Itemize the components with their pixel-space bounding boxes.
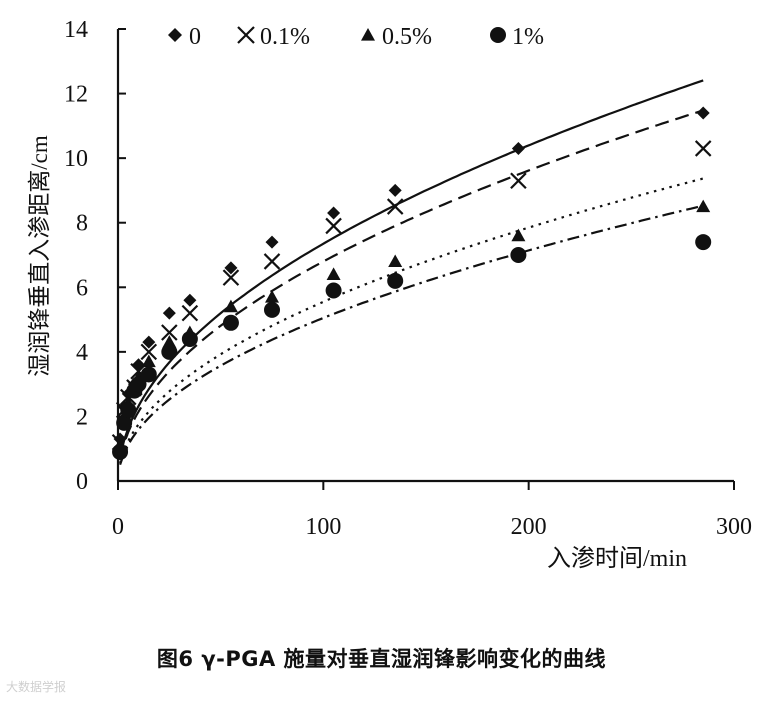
data-point-s3: [510, 247, 527, 263]
x-axis-label: 入渗时间/min: [547, 545, 687, 572]
data-point-s1: [325, 217, 342, 235]
data-point-s3: [325, 282, 342, 299]
data-point-s0: [113, 432, 127, 446]
y-tick-label: 14: [64, 17, 88, 43]
data-point-s3: [116, 414, 133, 431]
legend-marker-1: [237, 26, 255, 44]
data-point-s2: [326, 267, 341, 280]
data-point-s1-stroke: [386, 198, 404, 215]
fit-line-1: [119, 109, 704, 460]
data-point-s3: [161, 343, 178, 360]
data-point-s1: [161, 324, 178, 341]
fit-lines: [119, 79, 704, 466]
data-point-s1: [386, 198, 404, 215]
data-point-s0: [183, 293, 197, 307]
data-point-s2: [511, 228, 526, 242]
legend-label-3: 1%: [512, 24, 544, 50]
tick-group: 0 2 4 6 8 10 12 14 0 100 200 300: [64, 17, 752, 540]
x-tick-label: 100: [305, 514, 341, 540]
data-point-s3: [387, 272, 404, 289]
figure-caption: 图6 γ-PGA 施量对垂直湿润锋影响变化的曲线: [156, 647, 607, 671]
data-points: [111, 106, 712, 460]
y-tick-label: 2: [76, 404, 88, 430]
data-point-s3: [695, 234, 712, 251]
x-tick-label: 0: [112, 514, 124, 540]
legend-label-2: 0.5%: [382, 24, 432, 50]
y-tick-label: 8: [76, 211, 88, 237]
fit-line-2: [119, 177, 704, 464]
fit-line-0: [119, 79, 704, 458]
data-point-s3: [112, 443, 129, 460]
data-point-s1-stroke: [510, 172, 527, 190]
data-point-s2: [141, 354, 156, 368]
data-point-s1-stroke: [181, 304, 199, 322]
legend-label-1: 0.1%: [260, 24, 310, 50]
legend-marker-1-stroke: [237, 26, 255, 44]
legend-label-0: 0: [189, 24, 201, 50]
data-point-s0: [327, 206, 341, 220]
data-point-s0: [224, 261, 238, 275]
legend-marker-2: [361, 28, 375, 41]
y-tick-label: 0: [76, 469, 88, 495]
fit-line-3: [119, 204, 704, 466]
data-point-s1: [140, 343, 158, 361]
watermark: 大数据学报: [6, 680, 67, 694]
data-point-s0: [388, 183, 402, 197]
data-point-s0: [265, 235, 279, 249]
data-point-s1: [510, 172, 527, 190]
data-point-s3: [181, 330, 198, 347]
data-point-s1-stroke: [325, 217, 342, 235]
y-tick-label: 12: [64, 82, 88, 108]
data-point-s1-stroke: [694, 140, 712, 157]
data-point-s1-stroke: [140, 343, 158, 361]
data-point-s1-stroke: [222, 269, 240, 286]
data-point-s2: [696, 199, 711, 213]
data-point-s0: [696, 106, 710, 120]
data-point-s1: [694, 140, 712, 157]
data-point-s2: [265, 289, 279, 303]
data-point-s2: [162, 335, 177, 348]
data-point-s3: [222, 314, 239, 331]
data-point-s0: [142, 335, 156, 349]
data-point-s3: [140, 366, 157, 383]
data-point-s1: [263, 253, 281, 270]
chart: 0 2 4 6 8 10 12 14 0 100 200 300 0 0.1% 0.5% 1% 入渗时间/m…: [27, 17, 752, 572]
x-tick-label: 200: [511, 514, 547, 540]
legend: 0 0.1% 0.5% 1%: [168, 24, 544, 50]
x-tick-label: 300: [716, 514, 752, 540]
legend-marker-3: [490, 27, 506, 43]
y-tick-label: 10: [64, 146, 88, 172]
legend-marker-0: [168, 28, 182, 42]
data-point-s2: [388, 254, 403, 268]
data-point-s2: [223, 299, 238, 313]
data-point-s3: [264, 301, 280, 318]
data-point-s3: [120, 401, 137, 418]
data-point-s1-stroke: [161, 324, 178, 341]
y-tick-label: 6: [76, 275, 88, 301]
y-axis-label: 湿润锋垂直入渗距离/cm: [27, 135, 52, 377]
data-point-s0: [162, 306, 176, 320]
data-point-s1: [222, 269, 240, 286]
y-tick-label: 4: [76, 340, 88, 366]
axes: [116, 29, 734, 483]
data-point-s0: [511, 141, 525, 155]
data-point-s1: [181, 304, 199, 322]
data-point-s3: [130, 376, 147, 393]
data-point-s1-stroke: [263, 253, 281, 270]
